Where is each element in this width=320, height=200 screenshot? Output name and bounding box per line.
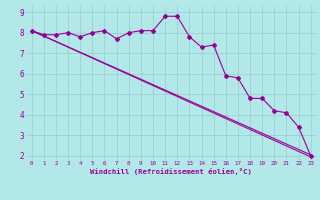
X-axis label: Windchill (Refroidissement éolien,°C): Windchill (Refroidissement éolien,°C)	[90, 168, 252, 175]
